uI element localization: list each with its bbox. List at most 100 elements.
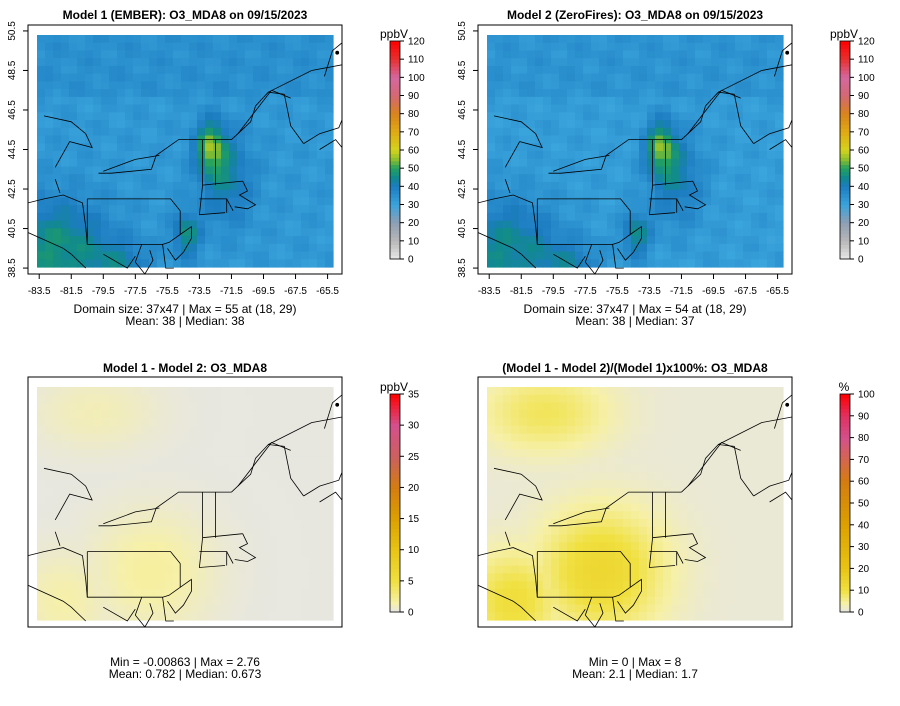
heatmap-cell	[189, 35, 198, 44]
heatmap-cell	[197, 205, 206, 214]
colorbar-segment	[840, 561, 850, 566]
heatmap-cell	[623, 243, 632, 253]
heatmap-cell	[189, 166, 198, 175]
boundary-line	[28, 547, 88, 598]
heatmap-cell	[527, 251, 536, 260]
heatmap-cell	[551, 259, 560, 268]
heatmap-cell	[599, 557, 608, 567]
heatmap-cell	[301, 158, 310, 168]
heatmap-cell	[591, 495, 600, 505]
heatmap-cell	[261, 487, 270, 497]
heatmap-cell	[165, 480, 174, 489]
heatmap-cell	[45, 441, 54, 450]
heatmap-cell	[189, 158, 198, 168]
heatmap-cell	[189, 81, 198, 90]
heatmap-cell	[751, 81, 760, 90]
heatmap-cell	[647, 402, 656, 411]
heatmap-cell	[775, 112, 784, 121]
heatmap-cell	[623, 503, 632, 512]
heatmap-cell	[117, 425, 126, 435]
heatmap-cell	[607, 127, 616, 137]
heatmap-cell	[511, 495, 520, 505]
heatmap-cell	[775, 441, 784, 450]
heatmap-cell	[149, 410, 158, 419]
heatmap-cell	[237, 135, 246, 144]
heatmap-cell	[301, 487, 310, 497]
heatmap-cell	[245, 112, 254, 121]
heatmap-cell	[221, 42, 230, 52]
heatmap-cell	[133, 89, 142, 98]
heatmap-cell	[77, 166, 86, 175]
heatmap-cell	[695, 189, 704, 198]
heatmap-cell	[679, 104, 688, 113]
heatmap-cell	[679, 112, 688, 121]
heatmap-cell	[639, 189, 648, 198]
boundary-line	[652, 533, 693, 539]
heatmap-cell	[85, 89, 94, 98]
heatmap-cell	[325, 205, 334, 214]
heatmap-cell	[141, 151, 150, 160]
heatmap-cell	[623, 205, 632, 214]
heatmap-cell	[109, 480, 118, 489]
heatmap-cell	[261, 205, 270, 214]
heatmap-cell	[551, 89, 560, 98]
heatmap-cell	[663, 394, 672, 404]
heatmap-cell	[607, 581, 616, 590]
heatmap-cell	[197, 519, 206, 528]
boundary-line	[718, 64, 792, 93]
heatmap-cell	[245, 143, 254, 152]
heatmap-cell	[647, 588, 656, 598]
heatmap-cell	[591, 197, 600, 206]
heatmap-cell	[221, 89, 230, 98]
heatmap-cell	[743, 604, 752, 613]
heatmap-cell	[213, 542, 222, 551]
heatmap-cell	[189, 228, 198, 237]
heatmap-cell	[487, 581, 496, 590]
heatmap-cell	[623, 181, 632, 191]
heatmap-cell	[125, 104, 134, 113]
heatmap-cell	[655, 550, 664, 559]
heatmap-cell	[623, 464, 632, 474]
heatmap-cell	[511, 112, 520, 121]
heatmap-cell	[37, 158, 46, 168]
heatmap-cell	[591, 394, 600, 404]
colorbar-segment	[840, 189, 850, 195]
heatmap-cell	[101, 456, 110, 466]
colorbar-segment	[390, 215, 400, 220]
heatmap-cell	[735, 50, 744, 59]
heatmap-cell	[671, 604, 680, 613]
heatmap-cell	[559, 596, 568, 606]
heatmap-cell	[767, 581, 776, 590]
heatmap-cell	[703, 212, 712, 222]
heatmap-cell	[37, 503, 46, 512]
heatmap-cell	[567, 588, 576, 598]
heatmap-cell	[221, 73, 230, 82]
heatmap-cell	[687, 96, 696, 106]
heatmap-cell	[37, 212, 46, 222]
heatmap-cell	[197, 495, 206, 505]
heatmap-cell	[503, 456, 512, 466]
heatmap-cell	[149, 135, 158, 144]
colorbar-segment	[840, 240, 850, 245]
heatmap-cell	[695, 503, 704, 512]
heatmap-cell	[767, 495, 776, 505]
heatmap-cell	[591, 259, 600, 268]
heatmap-cell	[93, 511, 102, 520]
heatmap-cell	[301, 104, 310, 113]
heatmap-cell	[679, 394, 688, 404]
heatmap-cell	[735, 243, 744, 253]
heatmap-cell	[543, 387, 552, 396]
colorbar-segment	[840, 186, 850, 191]
heatmap-cell	[53, 503, 62, 512]
heatmap-cell	[269, 472, 278, 481]
heatmap-cell	[37, 112, 46, 121]
boundary-line	[231, 444, 304, 497]
heatmap-cell	[727, 35, 736, 44]
heatmap-cell	[277, 89, 286, 98]
heatmap-cell	[261, 81, 270, 90]
heatmap-cell	[535, 557, 544, 567]
heatmap-cell	[197, 96, 206, 106]
heatmap-cell	[317, 550, 326, 559]
heatmap-cell	[695, 166, 704, 175]
heatmap-cell	[503, 127, 512, 137]
